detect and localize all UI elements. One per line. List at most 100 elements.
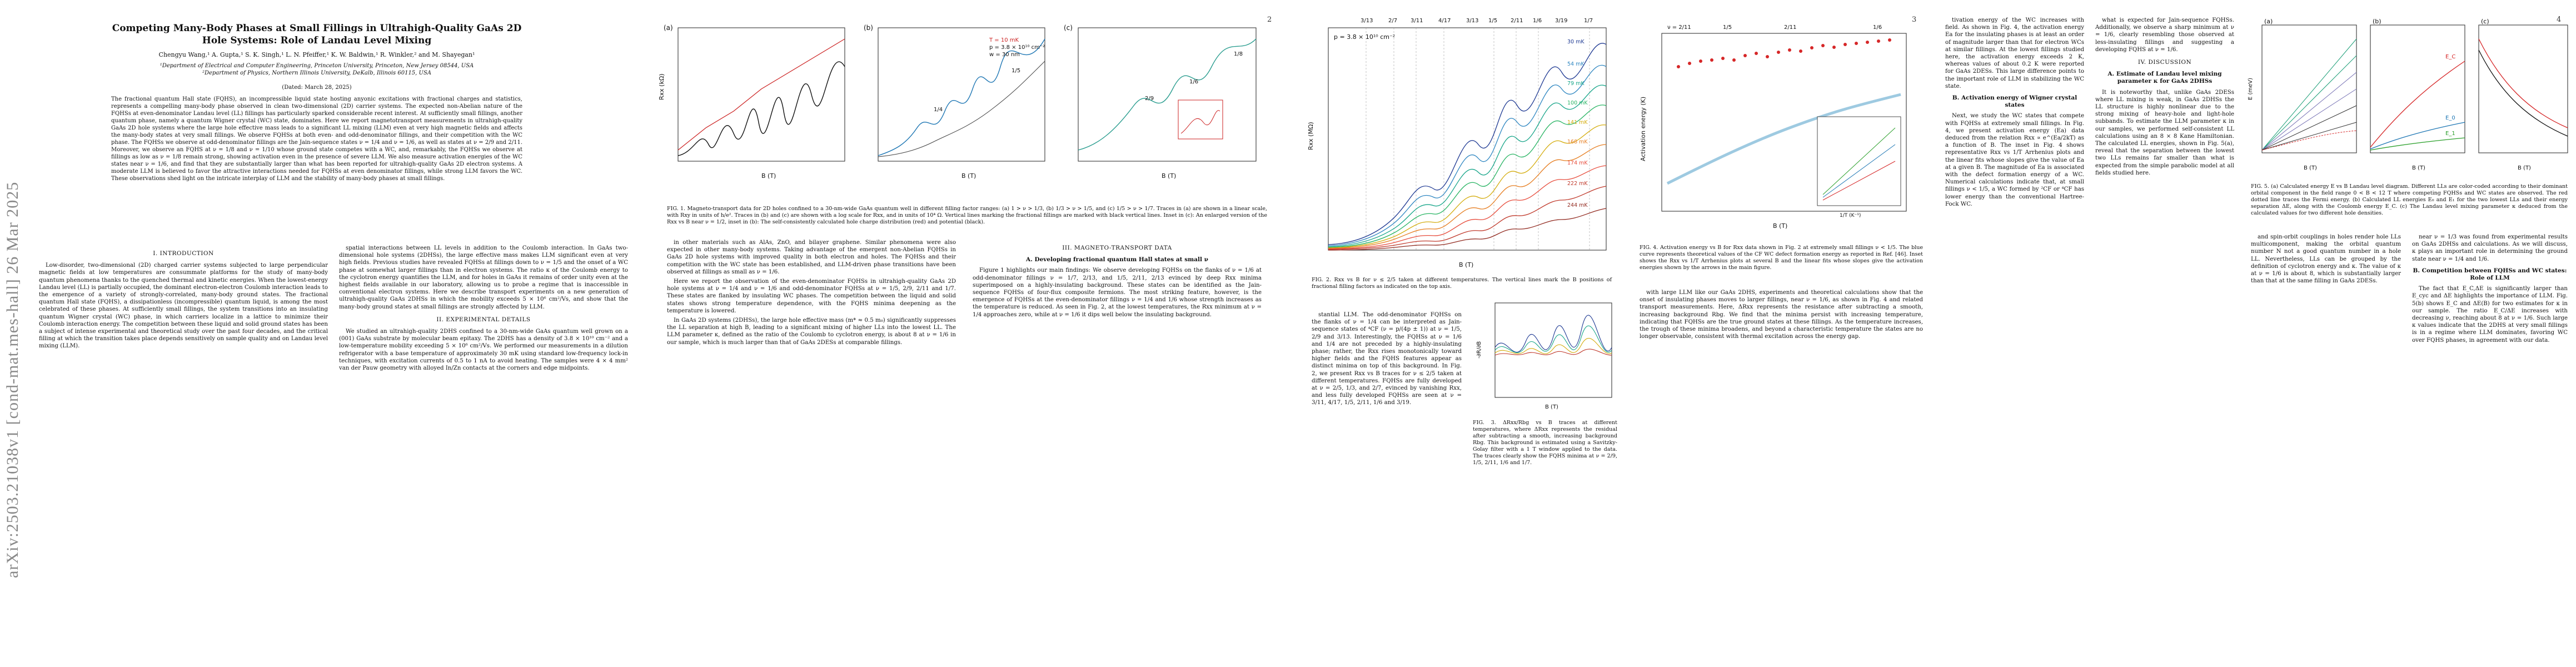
page2-left-column: in other materials such as AlAs, ZnO, an… [667,239,956,349]
fig5-curve-label-e1: E_1 [2445,131,2455,137]
fig1-xlabel-c: B (T) [1162,172,1176,180]
fig5-xlabel-c: B (T) [2518,165,2531,171]
fig2-xlabel: B (T) [1459,261,1473,268]
fig1-xlabel-b: B (T) [961,172,976,180]
fig1-panel-label-c: (c) [1064,24,1073,32]
page-4: 4 tivation energy of the WC increases wi… [1934,0,2576,667]
subsection-heading-developing-fqhs: A. Developing fractional quantum Hall st… [1026,256,1208,263]
fig4-ylabel: Activation energy (K) [1640,97,1647,161]
fig5-curve-label-e0: E_0 [2445,115,2455,121]
figure-3: B (T) -∂R/∂B [1476,302,1612,410]
fig1-panel-label-b: (b) [864,24,873,32]
page2-paragraph-1: in other materials such as AlAs, ZnO, an… [667,240,956,275]
fig2-top-filling: 2/7 [1388,18,1397,24]
fig1-panel-c: (c) 2/9 1/6 1/8 B (T) [1064,24,1257,180]
fig1-ylabel-a: Rxx (kΩ) [658,73,665,100]
fig2-top-filling: 1/6 [1533,18,1542,24]
page4-right-left-column: and spin-orbit couplings in holes render… [2251,233,2401,287]
section-heading-magnetotransport: III. MAGNETO-TRANSPORT DATA [1062,245,1172,251]
fig2-density-label: p = 3.8 × 10¹⁰ cm⁻² [1334,33,1395,41]
fig1-annotation-sixth: 1/6 [1189,79,1198,85]
fig1-legend-density: p = 3.8 × 10¹⁰ cm⁻² [989,44,1045,51]
page2-paragraph-3: In GaAs 2D systems (2DHSs), the large ho… [667,317,956,346]
fig2-temp-label: 168 mK [1567,139,1588,145]
section-heading-discussion: IV. DISCUSSION [2137,59,2192,66]
page3-left-column: stantial LLM. The odd-denominator FQHSs … [1312,311,1462,409]
subsection-heading-activation: B. Activation energy of Wigner crystal s… [1952,94,2077,109]
page3-paragraph-1: stantial LLM. The odd-denominator FQHSs … [1312,312,1462,406]
fig2-top-filling: 1/7 [1584,18,1593,24]
section-heading-experimental: II. EXPERIMENTAL DETAILS [436,316,531,323]
page4-paragraph-6: near ν = 1/3 was found from experimental… [2412,234,2568,262]
fig4-top-label: 2/11 [1784,24,1796,31]
page-3: 3 p = 3.8 × 10¹⁰ cm⁻² 3/13 2/7 3/11 4/17… [1289,0,1931,667]
fig1-annotation-quarter: 1/4 [934,107,943,113]
figure-1-caption: FIG. 1. Magneto-transport data for 2D ho… [667,206,1267,225]
fig4-activation-points [1677,38,1891,68]
page4-right-right-column: near ν = 1/3 was found from experimental… [2412,233,2568,346]
fig1-panel-a: (a) B (T) Rxx (kΩ) [658,24,845,180]
intro-right-column: spatial interactions between LL levels i… [339,245,628,374]
fig5-panel-label-c: (c) [2481,18,2489,25]
paper-date: (Dated: March 28, 2025) [282,84,352,91]
fig5-xlabel-a: B (T) [2304,165,2317,171]
fig2-traces [1328,43,1607,251]
fig5-ll-fan [2261,38,2357,151]
fig3-traces [1494,315,1612,356]
fig3-xlabel: B (T) [1545,404,1558,410]
fig1-panel-b: (b) T = 10 mK p = 3.8 × 10¹⁰ cm⁻² w = 30… [864,24,1045,180]
affiliations: ¹Department of Electrical and Computer E… [83,62,550,77]
figure-2-caption: FIG. 2. Rxx vs B for ν ≤ 2/5 taken at di… [1312,277,1612,290]
page4-paragraph-1: tivation energy of the WC increases with… [1945,17,2084,89]
page3-right-column: with large LLM like our GaAs 2DHS, exper… [1640,289,1923,342]
fig4-top-label: ν = 2/11 [1667,24,1691,31]
fig4-top-label: 1/5 [1723,24,1732,31]
page4-paragraph-4: It is noteworthy that, unlike GaAs 2DESs… [2095,89,2234,176]
figure-1: (a) B (T) Rxx (kΩ) (b) T = 10 mK p = 3.8… [658,24,1257,180]
fig1-legend-width: w = 30 nm [989,52,1020,58]
page4-paragraph-3: what is expected for Jain-sequence FQHSs… [2095,17,2234,53]
fig2-top-filling: 3/13 [1466,18,1478,24]
fig1-annotation-eighth: 1/8 [1234,51,1243,57]
fig5-panel-label-b: (b) [2373,18,2381,25]
fig1-annotation-two-ninths: 2/9 [1145,96,1154,102]
figure-4: ν = 2/11 1/5 2/11 1/6 1/T (K⁻¹) B (T) Ac… [1640,24,1907,230]
fig1-legend-temperature: T = 10 mK [989,37,1019,43]
intro-left-column: I. INTRODUCTION Low-disorder, two-dimens… [39,245,328,352]
page4-paragraph-2: Next, we study the WC states that compet… [1945,113,2084,207]
fig2-top-filling: 3/11 [1411,18,1423,24]
page3-paragraph-2: with large LLM like our GaAs 2DHS, exper… [1640,290,1923,340]
fig4-top-labels: ν = 2/11 1/5 2/11 1/6 [1667,24,1882,31]
fig5-ylabel-a: E (meV) [2248,78,2254,100]
page4-paragraph-7: The fact that E_C,ΔE is significantly la… [2412,286,2568,344]
fig4-inset-lines [1822,127,1896,201]
page-2: 2 (a) B (T) Rxx (kΩ) (b) T = 10 mK p = 3… [645,0,1287,667]
intro-paragraph-2: spatial interactions between LL levels i… [339,245,628,310]
page-number: 3 [1912,16,1917,24]
experimental-paragraph: We studied an ultrahigh-quality 2DHS con… [339,328,628,372]
fig4-xlabel: B (T) [1773,222,1787,230]
fig2-temp-label: 54 mK [1567,61,1585,67]
page-number: 4 [2557,16,2562,24]
fig2-temp-label: 222 mK [1567,181,1588,187]
fig4-inset-xlabel: 1/T (K⁻¹) [1840,213,1861,218]
fig1-annotation-fifth: 1/5 [1012,68,1020,74]
section-heading-intro: I. INTRODUCTION [153,250,214,257]
fig1-xlabel-a: B (T) [761,172,776,180]
fig3-ylabel: -∂R/∂B [1476,341,1482,359]
fig2-top-axis-labels: 3/13 2/7 3/11 4/17 3/13 1/5 2/11 1/6 3/1… [1361,18,1593,24]
fig2-top-filling: 4/17 [1438,18,1451,24]
author-list: Chengyu Wang,¹ A. Gupta,¹ S. K. Singh,¹ … [158,51,475,58]
fig2-temp-label: 174 mK [1567,160,1588,166]
figure-2: p = 3.8 × 10¹⁰ cm⁻² 3/13 2/7 3/11 4/17 3… [1307,18,1607,268]
abstract: The fractional quantum Hall state (FQHS)… [111,96,522,182]
fig2-temp-label: 100 mK [1567,100,1588,106]
fig2-top-filling: 1/5 [1488,18,1497,24]
affiliation-2: ²Department of Physics, Northern Illinoi… [202,70,432,76]
fig2-temp-label: 141 mK [1567,120,1588,126]
page4-mid-column: what is expected for Jain-sequence FQHSs… [2095,17,2234,179]
fig2-temp-label: 30 mK [1567,39,1585,45]
fig5-panel-c: (c) B (T) [2478,18,2568,171]
affiliation-1: ¹Department of Electrical and Computer E… [160,63,474,69]
fig4-top-label: 1/6 [1873,24,1882,31]
